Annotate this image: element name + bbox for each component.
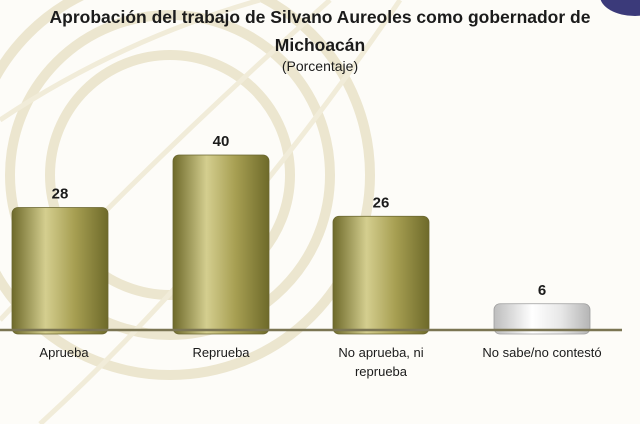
category-label-4: No sabe/no contestó	[482, 345, 601, 360]
category-label-1: Aprueba	[39, 345, 89, 360]
data-label-3: 26	[373, 194, 390, 211]
chart-subtitle: (Porcentaje)	[281, 58, 359, 74]
bar-3	[332, 215, 430, 335]
category-label-2: Reprueba	[192, 345, 250, 360]
category-label-3-line-1: No aprueba, ni	[338, 345, 423, 360]
bar-4	[493, 303, 591, 335]
bar-2	[172, 154, 270, 335]
category-label-3-line-2: reprueba	[355, 364, 408, 379]
data-label-2: 40	[213, 133, 230, 150]
chart-title-line-2: Michoacán	[274, 35, 366, 55]
data-label-4: 6	[538, 282, 546, 299]
data-label-1: 28	[52, 186, 69, 203]
chart-title-line-1: Aprobación del trabajo de Silvano Aureol…	[49, 7, 591, 27]
bar-1	[11, 207, 109, 335]
